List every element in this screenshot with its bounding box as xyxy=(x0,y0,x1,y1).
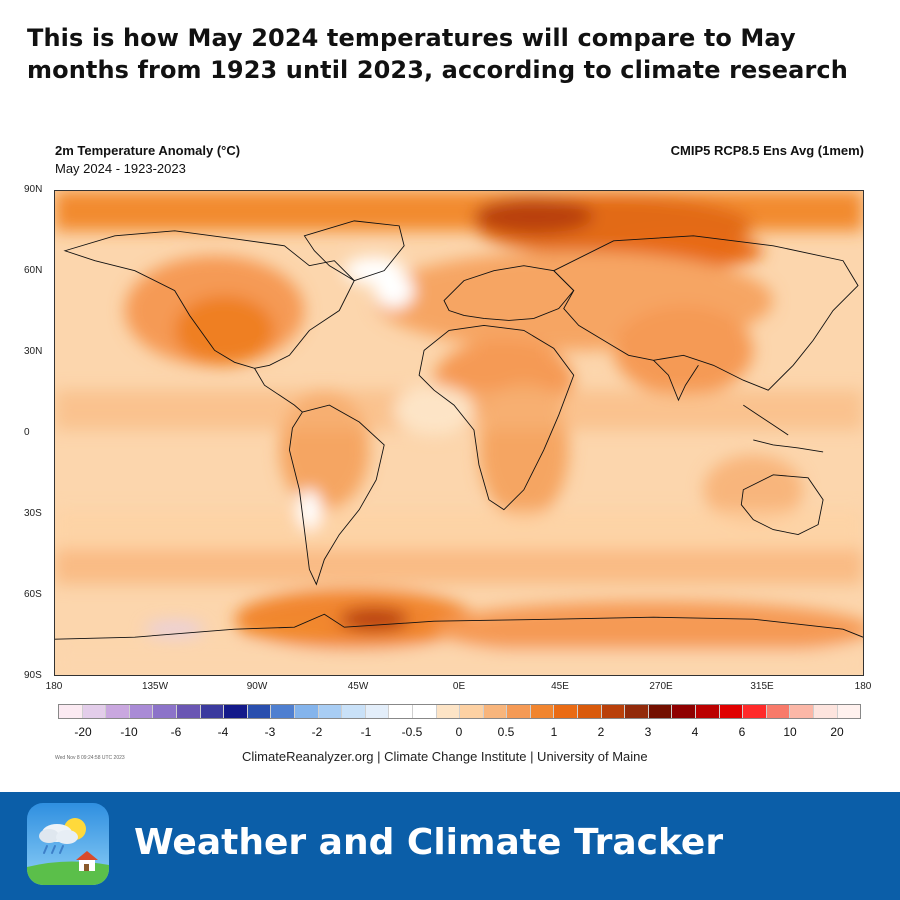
colorbar-cell xyxy=(436,705,461,718)
colorbar-cell xyxy=(814,705,838,718)
colorbar-label: -2 xyxy=(311,725,323,739)
colorbar-label: 0 xyxy=(455,725,463,739)
lon-tick: 45W xyxy=(347,681,369,692)
map-subtitle: May 2024 - 1923-2023 xyxy=(55,161,186,176)
headline: This is how May 2024 temperatures will c… xyxy=(27,24,848,84)
colorbar-label: -0.5 xyxy=(401,725,423,739)
colorbar-cell xyxy=(837,705,861,718)
footer-banner: Weather and Climate Tracker xyxy=(0,792,900,900)
lat-tick: 30S xyxy=(24,508,42,519)
colorbar-label: 2 xyxy=(597,725,605,739)
colorbar-label: 20 xyxy=(830,725,844,739)
colorbar-cell xyxy=(129,705,154,718)
lat-tick: 0 xyxy=(24,427,30,438)
colorbar-cell xyxy=(554,705,579,718)
colorbar-cell xyxy=(106,705,130,718)
colorbar-cell xyxy=(224,705,248,718)
colorbar-label: -20 xyxy=(74,725,92,739)
timestamp: Wed Nov 8 09:24:58 UTC 2023 xyxy=(55,755,125,761)
colorbar-cell xyxy=(530,705,555,718)
colorbar-cell xyxy=(601,705,626,718)
continent-outlines xyxy=(55,220,863,640)
lat-tick: 60S xyxy=(24,589,42,600)
colorbar-cell xyxy=(578,705,602,718)
map-title: 2m Temperature Anomaly (°C) xyxy=(55,143,241,158)
colorbar-cell xyxy=(153,705,177,718)
colorbar-cell xyxy=(200,705,225,718)
colorbar-cell xyxy=(247,705,272,718)
colorbar-cell xyxy=(672,705,697,718)
colorbar-cell xyxy=(743,705,767,718)
colorbar-label: 3 xyxy=(644,725,652,739)
colorbar-label: 4 xyxy=(691,725,699,739)
colorbar-cell xyxy=(271,705,295,718)
colorbar-label: -4 xyxy=(217,725,229,739)
colorbar-cell xyxy=(412,705,437,718)
colorbar-cell xyxy=(507,705,531,718)
colorbar-cell xyxy=(82,705,107,718)
app-name: Weather and Climate Tracker xyxy=(134,822,724,863)
colorbar-cell xyxy=(719,705,744,718)
lat-tick: 90S xyxy=(24,670,42,681)
weather-app-icon xyxy=(27,803,109,885)
lat-tick: 90N xyxy=(24,184,43,195)
colorbar-label: 1 xyxy=(550,725,558,739)
lon-tick: 270E xyxy=(649,681,673,692)
lon-tick: 180 xyxy=(854,681,872,692)
colorbar-label: -6 xyxy=(170,725,182,739)
lon-tick: 45E xyxy=(551,681,569,692)
anomaly-field xyxy=(55,191,863,675)
lat-tick: 30N xyxy=(24,346,43,357)
colorbar-label: 0.5 xyxy=(497,725,515,739)
colorbar-label: -3 xyxy=(264,725,276,739)
colorbar-cell xyxy=(365,705,390,718)
lon-tick: 315E xyxy=(750,681,774,692)
colorbar xyxy=(58,704,861,719)
lon-tick: 0E xyxy=(452,681,466,692)
colorbar-label: 6 xyxy=(738,725,746,739)
colorbar-cell xyxy=(766,705,791,718)
colorbar-cell xyxy=(318,705,343,718)
lon-tick: 90W xyxy=(246,681,268,692)
colorbar-cell xyxy=(389,705,413,718)
anomaly-map-svg xyxy=(55,191,863,675)
colorbar-cell xyxy=(625,705,649,718)
credit-line: ClimateReanalyzer.org | Climate Change I… xyxy=(242,749,648,764)
temperature-anomaly-map xyxy=(54,190,864,676)
colorbar-cell xyxy=(460,705,484,718)
lon-tick: 135W xyxy=(141,681,169,692)
lon-tick: 180 xyxy=(45,681,63,692)
lat-tick: 60N xyxy=(24,265,43,276)
model-label: CMIP5 RCP8.5 Ens Avg (1mem) xyxy=(670,143,864,158)
colorbar-cell xyxy=(648,705,673,718)
colorbar-cell xyxy=(342,705,366,718)
colorbar-cell xyxy=(696,705,720,718)
colorbar-cell xyxy=(790,705,814,718)
colorbar-label: -10 xyxy=(120,725,138,739)
colorbar-cell xyxy=(176,705,201,718)
colorbar-label: 10 xyxy=(783,725,797,739)
colorbar-cell xyxy=(294,705,319,718)
colorbar-cell xyxy=(59,705,83,718)
colorbar-cell xyxy=(483,705,508,718)
colorbar-label: -1 xyxy=(360,725,372,739)
